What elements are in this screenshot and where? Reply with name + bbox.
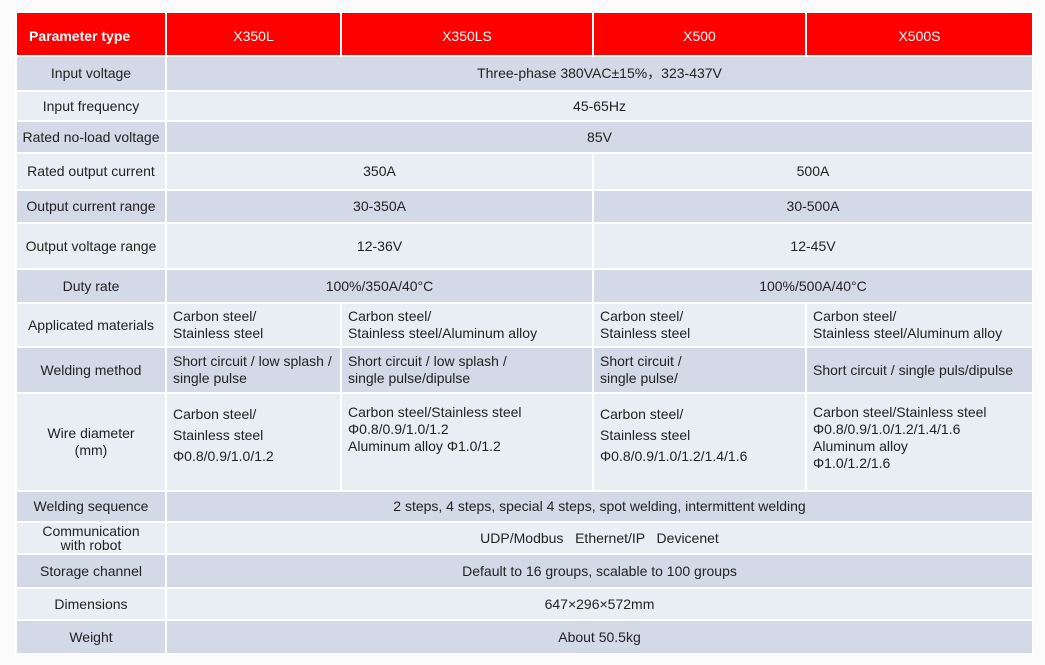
- row-input-frequency: Input frequency 45-65Hz: [15, 90, 1034, 122]
- row-sequence: Welding sequence 2 steps, 4 steps, specia…: [15, 490, 1034, 523]
- row-label: Rated output current: [15, 152, 167, 191]
- value: About 50.5kg: [165, 619, 1034, 655]
- value-x500: 100%/500A/40°C: [592, 268, 1034, 304]
- model-x500: X500: [592, 11, 807, 57]
- value: Carbon steel/Stainless steel Φ0.8/0.9/1.…: [805, 392, 1034, 492]
- value: UDP/Modbus Ethernet/IP Devicenet: [165, 521, 1034, 555]
- value-x350: 12-36V: [165, 222, 594, 270]
- row-label: Welding method: [15, 346, 167, 394]
- row-weight: Weight About 50.5kg: [15, 619, 1034, 655]
- row-input-voltage: Input voltage Three-phase 380VAC±15%，323-…: [15, 55, 1034, 92]
- value: Short circuit / low splash / single puls…: [340, 346, 594, 394]
- row-voltage-range: Output voltage range 12-36V 12-45V: [15, 222, 1034, 270]
- header-row: Parameter type X350L X350LS X500 X500S: [15, 11, 1034, 57]
- row-label: Input voltage: [15, 55, 167, 92]
- value-x500: 500A: [592, 152, 1034, 191]
- value: Carbon steel/ Stainless steel Φ0.8/0.9/1…: [165, 392, 342, 492]
- row-label: Dimensions: [15, 587, 167, 621]
- value: Carbon steel/ Stainless steel Φ0.8/0.9/1…: [592, 392, 807, 492]
- row-label: Duty rate: [15, 268, 167, 304]
- row-no-load: Rated no-load voltage 85V: [15, 120, 1034, 154]
- row-dimensions: Dimensions 647×296×572mm: [15, 587, 1034, 621]
- value: 2 steps, 4 steps, special 4 steps, spot …: [165, 490, 1034, 523]
- value: Carbon steel/ Stainless steel: [165, 302, 342, 348]
- value: 85V: [165, 120, 1034, 154]
- row-wire-diameter: Wire diameter (mm) Carbon steel/ Stainles…: [15, 392, 1034, 492]
- row-label: Wire diameter (mm): [15, 392, 167, 492]
- value-x500: 30-500A: [592, 189, 1034, 224]
- row-label: Welding sequence: [15, 490, 167, 523]
- model-x350ls: X350LS: [340, 11, 594, 57]
- model-x500s: X500S: [805, 11, 1034, 57]
- value: 647×296×572mm: [165, 587, 1034, 621]
- value: Carbon steel/ Stainless steel/Aluminum a…: [805, 302, 1034, 348]
- value: Short circuit / single puls/dipulse: [805, 346, 1034, 394]
- row-label: Output voltage range: [15, 222, 167, 270]
- row-label: Input frequency: [15, 90, 167, 122]
- value: Default to 16 groups, scalable to 100 gr…: [165, 553, 1034, 589]
- row-rated-output: Rated output current 350A 500A: [15, 152, 1034, 191]
- param-header: Parameter type: [15, 11, 167, 57]
- value: Carbon steel/ Stainless steel: [592, 302, 807, 348]
- row-materials: Applicated materials Carbon steel/ Stainl…: [15, 302, 1034, 348]
- value: Carbon steel/ Stainless steel/Aluminum a…: [340, 302, 594, 348]
- model-x350l: X350L: [165, 11, 342, 57]
- row-label: Output current range: [15, 189, 167, 224]
- row-label: Rated no-load voltage: [15, 120, 167, 154]
- row-label: Communication with robot: [15, 521, 167, 555]
- value-x350: 350A: [165, 152, 594, 191]
- row-label: Weight: [15, 619, 167, 655]
- row-communication: Communication with robot UDP/Modbus Ether…: [15, 521, 1034, 555]
- value: Carbon steel/Stainless steel Φ0.8/0.9/1.…: [340, 392, 594, 492]
- value: Short circuit / single pulse/: [592, 346, 807, 394]
- value: Short circuit / low splash / single puls…: [165, 346, 342, 394]
- row-welding-method: Welding method Short circuit / low splash…: [15, 346, 1034, 394]
- row-current-range: Output current range 30-350A 30-500A: [15, 189, 1034, 224]
- row-label: Storage channel: [15, 553, 167, 589]
- spec-table: Parameter type X350L X350LS X500 X500S I…: [15, 11, 1034, 655]
- value-x350: 100%/350A/40°C: [165, 268, 594, 304]
- row-duty: Duty rate 100%/350A/40°C 100%/500A/40°C: [15, 268, 1034, 304]
- row-storage: Storage channel Default to 16 groups, sca…: [15, 553, 1034, 589]
- value-x350: 30-350A: [165, 189, 594, 224]
- value: Three-phase 380VAC±15%，323-437V: [165, 55, 1034, 92]
- row-label: Applicated materials: [15, 302, 167, 348]
- value: 45-65Hz: [165, 90, 1034, 122]
- value-x500: 12-45V: [592, 222, 1034, 270]
